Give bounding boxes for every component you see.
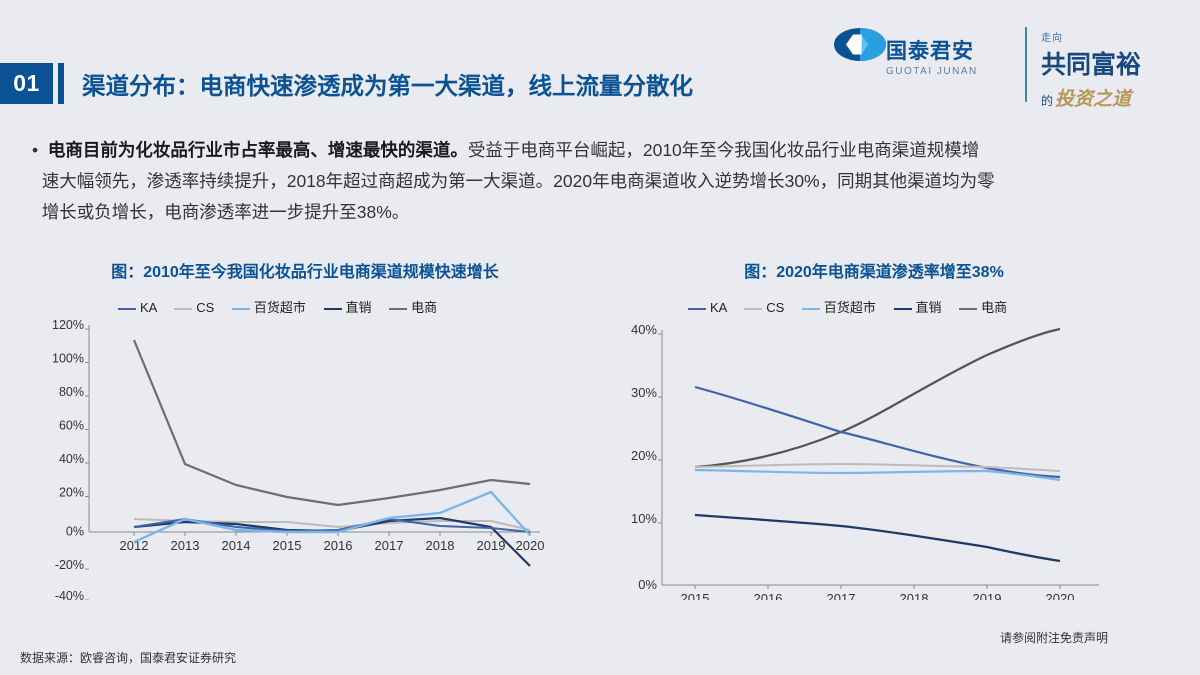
svg-text:0%: 0% bbox=[638, 577, 657, 592]
svg-text:80%: 80% bbox=[59, 385, 84, 399]
svg-text:2015: 2015 bbox=[681, 591, 710, 600]
svg-text:2016: 2016 bbox=[324, 538, 353, 553]
svg-text:2017: 2017 bbox=[375, 538, 404, 553]
svg-text:-40%: -40% bbox=[55, 589, 84, 600]
svg-text:2018: 2018 bbox=[900, 591, 929, 600]
svg-text:20%: 20% bbox=[631, 448, 657, 463]
svg-text:2019: 2019 bbox=[477, 538, 506, 553]
svg-text:120%: 120% bbox=[52, 320, 84, 332]
svg-text:2020: 2020 bbox=[516, 538, 545, 553]
svg-text:2013: 2013 bbox=[171, 538, 200, 553]
svg-text:2020: 2020 bbox=[1046, 591, 1075, 600]
svg-text:2017: 2017 bbox=[827, 591, 856, 600]
svg-text:2018: 2018 bbox=[426, 538, 455, 553]
svg-text:20%: 20% bbox=[59, 486, 84, 500]
svg-text:2019: 2019 bbox=[973, 591, 1002, 600]
svg-text:60%: 60% bbox=[59, 419, 84, 433]
svg-text:30%: 30% bbox=[631, 385, 657, 400]
svg-text:-20%: -20% bbox=[55, 558, 84, 572]
svg-text:40%: 40% bbox=[631, 322, 657, 337]
svg-text:2015: 2015 bbox=[273, 538, 302, 553]
svg-text:0%: 0% bbox=[66, 525, 84, 539]
svg-text:2016: 2016 bbox=[754, 591, 783, 600]
svg-text:2012: 2012 bbox=[120, 538, 149, 553]
svg-text:2014: 2014 bbox=[222, 538, 251, 553]
svg-text:10%: 10% bbox=[631, 511, 657, 526]
svg-text:100%: 100% bbox=[52, 352, 84, 366]
svg-text:40%: 40% bbox=[59, 452, 84, 466]
